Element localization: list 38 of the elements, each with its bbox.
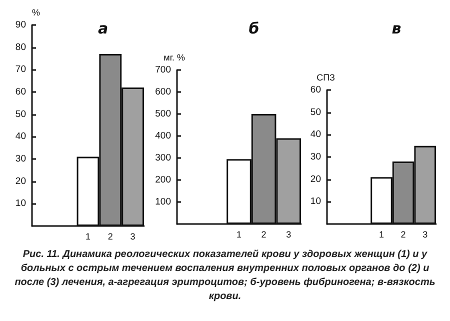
x-tick-label: 3 [422, 230, 428, 240]
y-tick-label: 90 [15, 20, 26, 30]
y-tick-label: 400 [155, 130, 171, 142]
y-tick-label: 10 [15, 198, 26, 210]
x-tick-label: 3 [130, 232, 136, 242]
y-tick-label: 50 [310, 106, 321, 118]
y-tick-label: 60 [310, 84, 321, 96]
x-tick-label: 3 [286, 230, 292, 240]
y-tick-label: 600 [155, 86, 171, 98]
y-tick-label: 500 [155, 108, 171, 120]
x-tick-label: 1 [378, 230, 384, 240]
y-tick-label: 50 [15, 108, 26, 120]
y-tick-label: 80 [15, 42, 26, 53]
y-tick-label: 30 [15, 154, 26, 164]
text: Рис. 11. Динамика реологических показателей крови у здоровых женщин (1) и у больных с острым течением воспаления внутренних половых органов до (2) и после (3) лечения, а-агрегация эритроцитов; б-уровень фибриногена; в-вязкость крови. [14, 248, 436, 304]
y-tick-label: 70 [15, 64, 26, 76]
y-tick-label: 60 [15, 86, 26, 98]
y-tick-label: 10 [310, 196, 321, 208]
y-axis-title: % [32, 8, 40, 18]
y-tick-label: 20 [15, 176, 26, 187]
y-tick-label: 30 [310, 152, 321, 162]
chart-title: в [392, 20, 402, 38]
y-tick-label: 200 [155, 174, 171, 186]
chart-title: а [98, 20, 108, 38]
x-tick-label: 1 [236, 230, 242, 240]
x-tick-label: 1 [85, 232, 91, 242]
y-axis-title: СПЗ [316, 72, 335, 82]
y-tick-label: 40 [15, 131, 26, 142]
x-tick-label: 2 [108, 232, 113, 242]
y-tick-label: 300 [155, 152, 171, 164]
y-tick-label: 700 [155, 64, 171, 76]
y-tick-label: 20 [310, 174, 321, 185]
x-tick-label: 2 [261, 230, 266, 240]
chart-title: б [248, 20, 260, 38]
y-tick-label: 100 [155, 196, 171, 208]
x-tick-label: 2 [400, 230, 406, 240]
y-axis-title: мг. % [164, 52, 185, 62]
y-tick-label: 40 [310, 129, 321, 140]
